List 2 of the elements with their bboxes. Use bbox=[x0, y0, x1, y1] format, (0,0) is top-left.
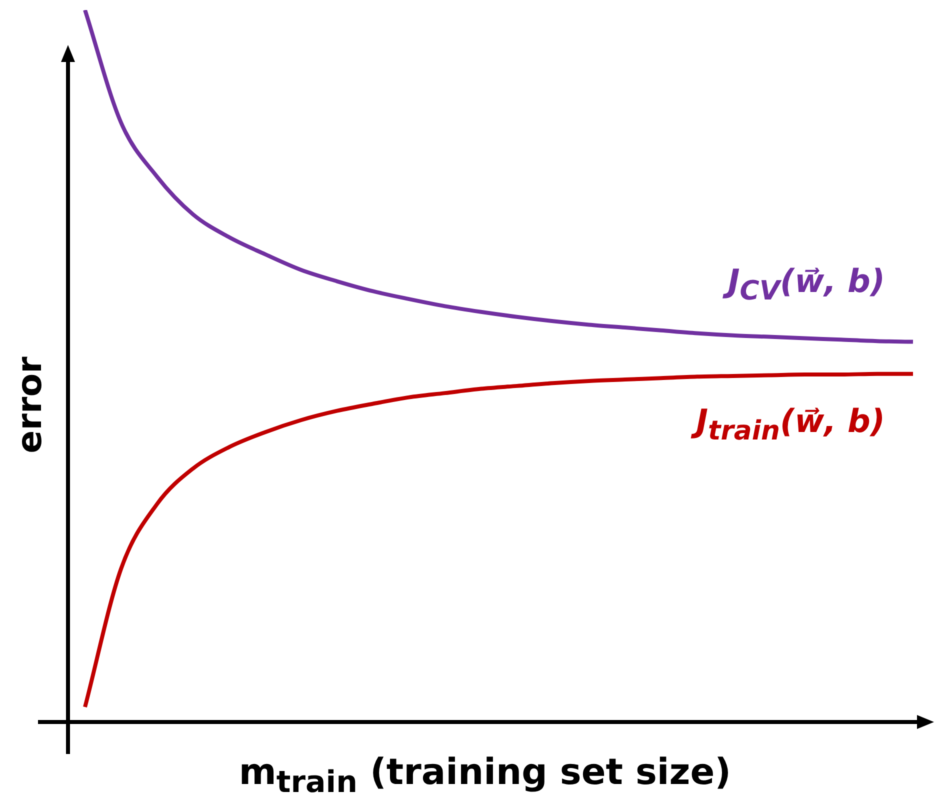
x-axis-title: m$_{train}$ (training set size) bbox=[238, 752, 732, 800]
y-axis-title: error bbox=[10, 356, 50, 454]
